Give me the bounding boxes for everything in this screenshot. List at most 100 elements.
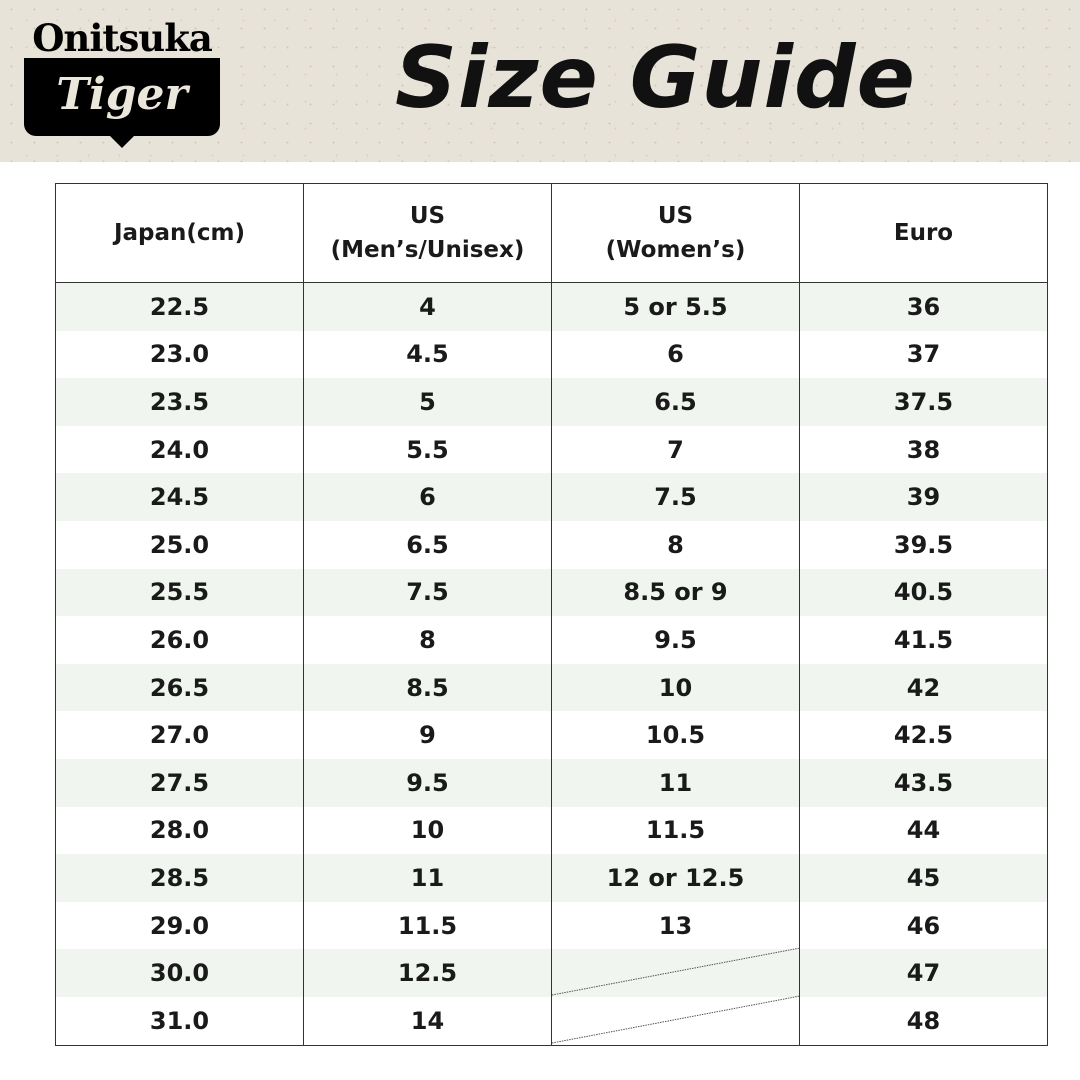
column-header: Euro: [799, 183, 1048, 283]
table-cell: 42: [799, 663, 1048, 712]
table-row: 29.0 11.5 13 46: [55, 901, 1048, 950]
table-cell: 11: [303, 854, 552, 902]
table-cell: 48: [799, 996, 1048, 1046]
table-row: 22.5 4 5 or 5.5 36: [55, 282, 1048, 331]
table-cell: 10.5: [551, 711, 800, 759]
table-row: 23.0 4.5 6 37: [55, 330, 1048, 379]
table-cell: 9.5: [551, 616, 800, 664]
column-header-label: (Men’s/Unisex): [330, 237, 525, 263]
header-banner: Onitsuka Tiger Size Guide: [0, 0, 1080, 162]
table-cell: 5: [303, 378, 552, 426]
table-cell: 8.5: [303, 663, 552, 712]
table-cell: 37: [799, 330, 1048, 379]
table-cell: 43.5: [799, 758, 1048, 807]
table-row: 24.0 5.5 7 38: [55, 425, 1048, 474]
table-row: 26.0 8 9.5 41.5: [55, 616, 1048, 664]
table-row: 28.0 10 11.5 44: [55, 806, 1048, 855]
table-cell: 8.5 or 9: [551, 568, 800, 617]
table-cell: 7.5: [551, 473, 800, 521]
table-cell: 14: [303, 996, 552, 1046]
table-cell: 38: [799, 425, 1048, 474]
table-cell: 37.5: [799, 378, 1048, 426]
table-cell: 23.5: [55, 378, 304, 426]
table-cell: 45: [799, 854, 1048, 902]
table-cell: 6: [303, 473, 552, 521]
table-row: 26.5 8.5 10 42: [55, 663, 1048, 712]
table-cell: 12.5: [303, 949, 552, 997]
column-header-label: US: [657, 203, 694, 229]
page-title: Size Guide: [395, 28, 916, 128]
column-header: US (Women’s): [551, 183, 800, 283]
onitsuka-tiger-logo: Onitsuka Tiger: [24, 16, 220, 148]
table-cell: 4: [303, 282, 552, 331]
table-cell: 4.5: [303, 330, 552, 379]
table-cell: 7: [551, 425, 800, 474]
strike-line: [552, 995, 800, 1044]
table-cell: 27.5: [55, 758, 304, 807]
table-row: 27.0 9 10.5 42.5: [55, 711, 1048, 759]
table-cell: 10: [303, 806, 552, 855]
size-table: Japan(cm) US (Men’s/Unisex) US (Women’s) Euro…: [55, 183, 1048, 1046]
table-cell: 28.0: [55, 806, 304, 855]
table-cell: 6: [551, 330, 800, 379]
table-header-row: Japan(cm) US (Men’s/Unisex) US (Women’s) Euro: [55, 183, 1048, 283]
table-row: 25.0 6.5 8 39.5: [55, 520, 1048, 569]
table-cell: 27.0: [55, 711, 304, 759]
column-header: Japan(cm): [55, 183, 304, 283]
table-cell: 8: [551, 520, 800, 569]
table-cell: [551, 996, 800, 1046]
table-cell: 25.0: [55, 520, 304, 569]
table-row: 24.5 6 7.5 39: [55, 473, 1048, 521]
logo-script: Tiger: [56, 69, 188, 120]
table-row: 30.0 12.5 47: [55, 949, 1048, 997]
table-cell: 29.0: [55, 901, 304, 950]
column-header: US (Men’s/Unisex): [303, 183, 552, 283]
strike-line: [552, 948, 800, 996]
table-cell: 11.5: [303, 901, 552, 950]
table-cell: 39: [799, 473, 1048, 521]
table-cell: 7.5: [303, 568, 552, 617]
table-cell: 39.5: [799, 520, 1048, 569]
table-cell: 24.5: [55, 473, 304, 521]
table-cell: 24.0: [55, 425, 304, 474]
table-row: 23.5 5 6.5 37.5: [55, 378, 1048, 426]
table-cell: 11.5: [551, 806, 800, 855]
column-header-label: Japan(cm): [113, 220, 246, 246]
table-cell: 40.5: [799, 568, 1048, 617]
column-header-label: Euro: [893, 220, 954, 246]
table-cell: 11: [551, 758, 800, 807]
table-row: 25.5 7.5 8.5 or 9 40.5: [55, 568, 1048, 617]
table-cell: 9: [303, 711, 552, 759]
table-cell: 22.5: [55, 282, 304, 331]
table-cell: 36: [799, 282, 1048, 331]
table-cell: 5 or 5.5: [551, 282, 800, 331]
table-row: 27.5 9.5 11 43.5: [55, 758, 1048, 807]
table-row: 28.5 11 12 or 12.5 45: [55, 854, 1048, 902]
table-cell: 28.5: [55, 854, 304, 902]
table-cell: 26.0: [55, 616, 304, 664]
logo-wordmark: Onitsuka: [32, 16, 213, 60]
table-cell: 5.5: [303, 425, 552, 474]
column-header-label: (Women’s): [605, 237, 746, 263]
table-cell: 44: [799, 806, 1048, 855]
column-header-label: US: [409, 203, 446, 229]
table-cell: 26.5: [55, 663, 304, 712]
table-cell: 13: [551, 901, 800, 950]
table-row: 31.0 14 48: [55, 996, 1048, 1046]
table-cell: 6.5: [551, 378, 800, 426]
table-cell: 30.0: [55, 949, 304, 997]
table-cell: [551, 949, 800, 997]
table-cell: 25.5: [55, 568, 304, 617]
empty-cell-strikes: [552, 948, 800, 1044]
table-cell: 47: [799, 949, 1048, 997]
table-cell: 41.5: [799, 616, 1048, 664]
table-cell: 23.0: [55, 330, 304, 379]
table-cell: 6.5: [303, 520, 552, 569]
table-cell: 8: [303, 616, 552, 664]
table-cell: 12 or 12.5: [551, 854, 800, 902]
logo-shield: Tiger: [24, 58, 220, 148]
table-cell: 46: [799, 901, 1048, 950]
table-cell: 31.0: [55, 996, 304, 1046]
table-cell: 42.5: [799, 711, 1048, 759]
table-cell: 9.5: [303, 758, 552, 807]
